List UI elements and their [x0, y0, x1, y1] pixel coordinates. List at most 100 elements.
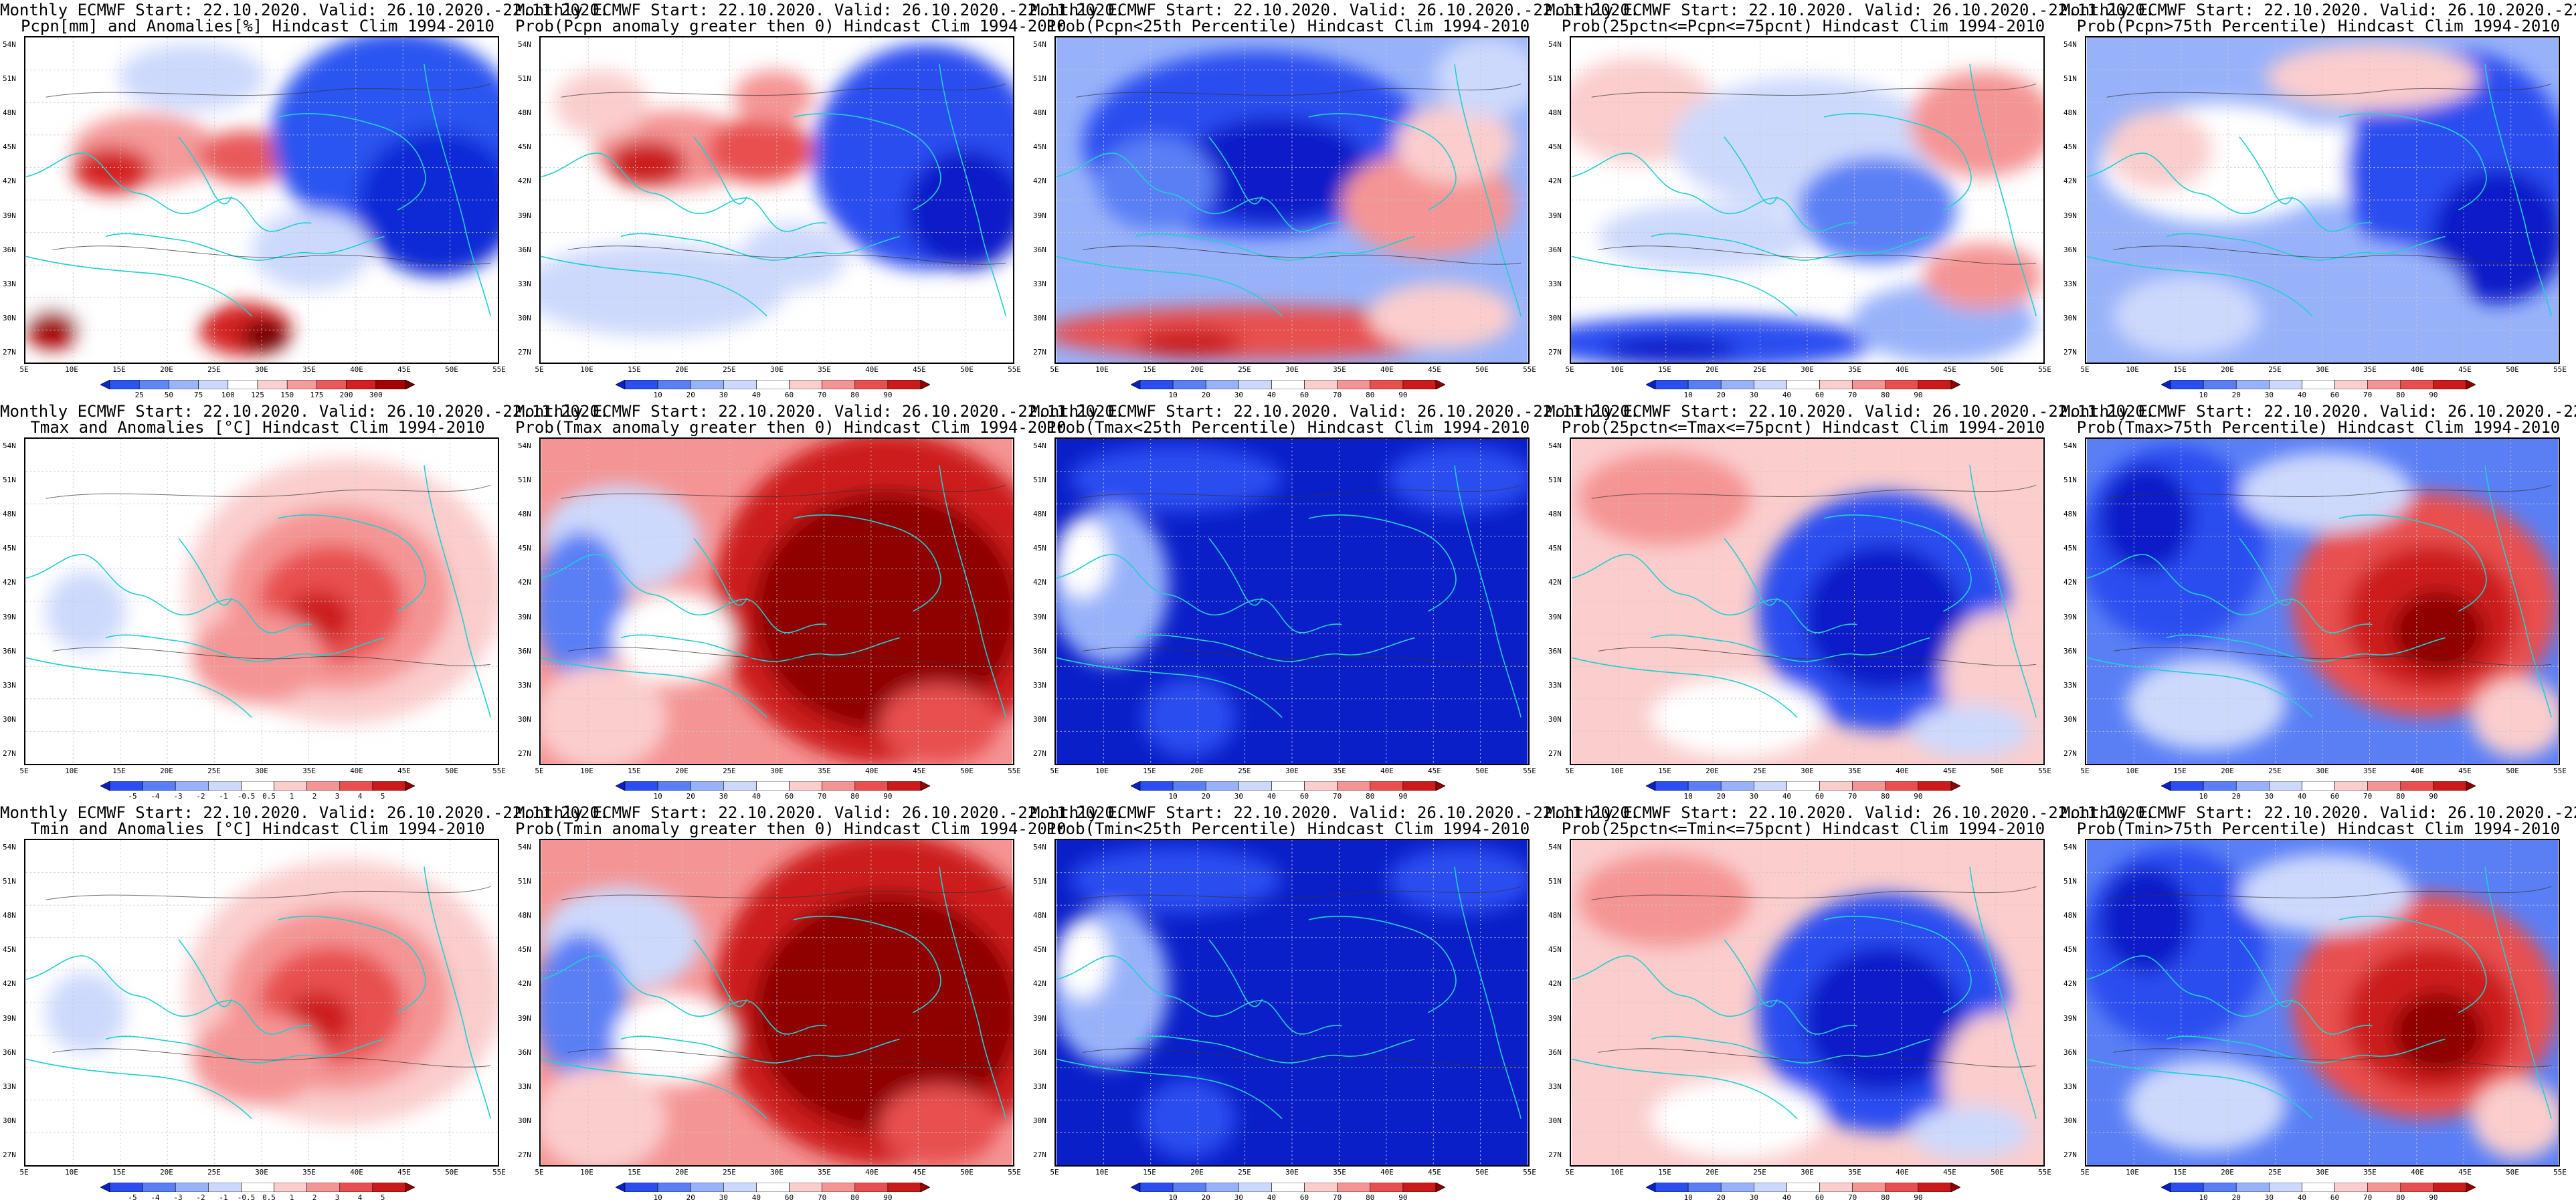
- latitude-label: 48N: [3, 911, 16, 920]
- colorbar-arrow-low: [1646, 1183, 1656, 1192]
- colorbar-label: 70: [818, 1193, 827, 1202]
- colorbar-swatch: [789, 781, 822, 791]
- colorbar-label: 200: [339, 391, 353, 399]
- colorbar-label: 40: [751, 1193, 761, 1202]
- latitude-label: 42N: [2063, 177, 2077, 186]
- colorbar-label: 90: [2429, 1193, 2438, 1202]
- coastline: [105, 1035, 385, 1064]
- map-panel: Monthly ECMWF Start: 22.10.2020. Valid: …: [515, 0, 1124, 401]
- longitude-label: 40E: [865, 1168, 879, 1177]
- colorbar-swatch: [1370, 380, 1404, 389]
- latitude-label: 27N: [518, 1150, 531, 1159]
- colorbar-swatch: [2302, 1183, 2335, 1192]
- colorbar-label: 5: [380, 1193, 385, 1202]
- colorbar: [1646, 781, 1960, 791]
- longitude-label: 5E: [1565, 1168, 1574, 1177]
- longitude-label: 45E: [2458, 365, 2472, 374]
- colorbar-swatch: [274, 781, 307, 791]
- colorbar-swatch: [624, 380, 658, 389]
- colorbar-label: 70: [2363, 391, 2373, 399]
- colorbar-swatch: [2235, 781, 2270, 791]
- colorbar-swatch: [175, 781, 209, 791]
- latitude-label: 30N: [2063, 714, 2077, 724]
- colorbar-label: 40: [1267, 1193, 1277, 1202]
- colorbar-label: 70: [2363, 1193, 2373, 1202]
- coastline: [541, 1058, 767, 1120]
- colorbar-swatch: [1885, 1183, 1919, 1192]
- latitude-label: 54N: [1033, 843, 1046, 851]
- latitude-label: 51N: [3, 877, 16, 886]
- latitude-label: 42N: [1548, 979, 1562, 989]
- longitude-label: 55E: [2038, 767, 2051, 775]
- latitude-label: 27N: [1548, 1150, 1562, 1159]
- colorbar-swatch: [2400, 1183, 2434, 1192]
- colorbar-swatch: [2170, 781, 2204, 791]
- latitude-label: 27N: [1548, 348, 1562, 357]
- forecast-map: [24, 437, 499, 765]
- coastline: [105, 233, 385, 261]
- latitude-label: 33N: [1548, 279, 1562, 288]
- colorbar-label: 90: [1398, 792, 1408, 801]
- coastline: [1651, 634, 1930, 662]
- panel-title-line2: Prob(Pcpn anomaly greater then 0) Hindca…: [515, 17, 1067, 35]
- latitude-label: 51N: [3, 476, 16, 485]
- anomaly-region: [1096, 136, 1216, 230]
- latitude-label: 30N: [3, 313, 16, 322]
- anomaly-region: [2392, 591, 2485, 672]
- forecast-map: [24, 839, 499, 1167]
- coastline: [25, 955, 312, 1035]
- panel-title-line1: Monthly ECMWF Start: 22.10.2020. Valid: …: [2061, 803, 2576, 822]
- colorbar-label: 2: [312, 1193, 317, 1202]
- longitude-label: 20E: [1706, 767, 1719, 775]
- longitude-label: 25E: [723, 1168, 736, 1177]
- colorbar-swatch: [1819, 380, 1853, 389]
- colorbar-label: 25: [134, 391, 144, 399]
- longitude-label: 25E: [1753, 365, 1766, 374]
- colorbar-label: 40: [751, 391, 761, 399]
- latitude-label: 45N: [1033, 945, 1046, 955]
- colorbar-arrow-high: [2466, 380, 2476, 389]
- latitude-label: 45N: [2063, 142, 2077, 152]
- anomaly-region: [1651, 1079, 1824, 1159]
- coastline: [620, 233, 900, 261]
- longitude-label: 55E: [2553, 1168, 2567, 1177]
- colorbar-label: -0.5: [237, 792, 256, 801]
- coastline: [2086, 256, 2313, 317]
- colorbar-arrow-high: [1435, 380, 1445, 389]
- coastline: [25, 554, 312, 633]
- colorbar-swatch: [1687, 781, 1722, 791]
- latitude-label: 39N: [1033, 612, 1046, 621]
- latitude-label: 39N: [1548, 612, 1562, 621]
- colorbar-swatch: [690, 781, 724, 791]
- colorbar-label: 30: [719, 1193, 728, 1202]
- latitude-label: 42N: [1033, 177, 1046, 186]
- coastline: [178, 939, 233, 1007]
- coastline: [2086, 153, 2373, 232]
- longitude-label: 15E: [1143, 767, 1156, 775]
- anomaly-region: [2126, 658, 2286, 751]
- colorbar-label: 10: [653, 1193, 662, 1202]
- longitude-label: 10E: [580, 365, 593, 374]
- longitude-label: 10E: [1095, 1168, 1109, 1177]
- colorbar-swatch: [822, 1183, 856, 1192]
- longitude-label: 30E: [1801, 767, 1814, 775]
- coastline: [1454, 866, 1522, 1119]
- coastline: [2239, 538, 2294, 606]
- coastline: [2239, 939, 2294, 1007]
- longitude-label: 40E: [2411, 1168, 2424, 1177]
- anomaly-region: [1910, 70, 2043, 177]
- longitude-label: 30E: [1285, 767, 1299, 775]
- latitude-label: 45N: [3, 544, 16, 553]
- coastline: [1208, 939, 1263, 1007]
- colorbar-label: 60: [2330, 391, 2340, 399]
- colorbar-arrow-low: [616, 1183, 626, 1192]
- longitude-label: 40E: [350, 1168, 363, 1177]
- colorbar-label: 40: [2297, 792, 2307, 801]
- colorbar: [1646, 1183, 1960, 1192]
- colorbar-swatch: [1918, 380, 1952, 389]
- panel-title-line2: Prob(Tmax>75th Percentile) Hindcast Clim…: [2076, 418, 2561, 437]
- colorbar-arrow-low: [100, 380, 110, 389]
- anomaly-region: [1910, 1105, 2030, 1159]
- longitude-label: 50E: [960, 767, 974, 775]
- colorbar-arrow-low: [1646, 380, 1656, 389]
